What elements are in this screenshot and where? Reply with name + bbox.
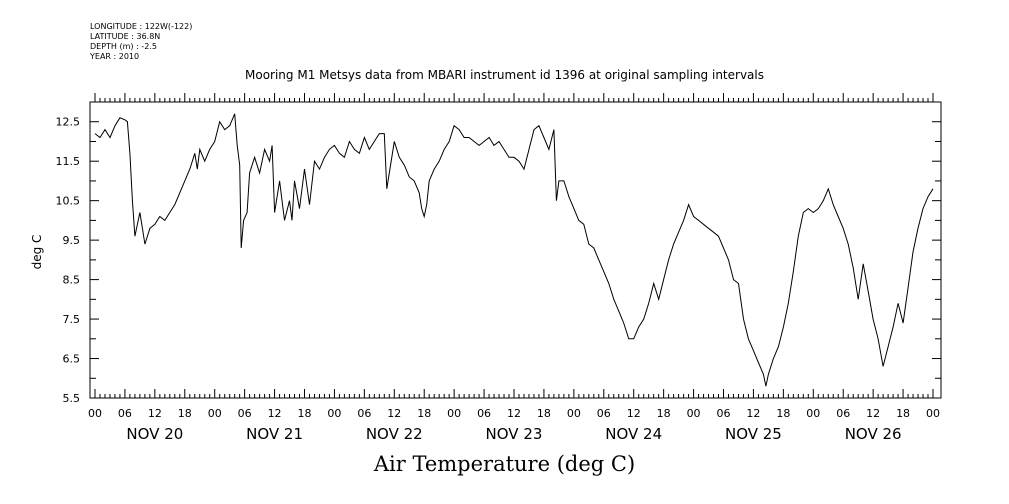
x-tick-label: 06 (477, 407, 491, 420)
x-tick-label: 00 (327, 407, 341, 420)
x-tick-label: 06 (717, 407, 731, 420)
x-tick-label: 12 (148, 407, 162, 420)
x-tick-label: 12 (627, 407, 641, 420)
chart-title: Mooring M1 Metsys data from MBARI instru… (245, 68, 764, 82)
year-label: YEAR : 2010 (90, 52, 140, 61)
x-tick-label: 06 (357, 407, 371, 420)
mooring-metadata: LONGITUDE : 122W(-122) LATITUDE : 36.8N … (90, 22, 192, 62)
x-tick-label: 18 (298, 407, 312, 420)
x-tick-label: 12 (387, 407, 401, 420)
x-tick-label: 00 (687, 407, 701, 420)
x-tick-label: 18 (417, 407, 431, 420)
series-line (94, 113, 934, 387)
x-tick-label: 06 (836, 407, 850, 420)
x-tick-label: 06 (238, 407, 252, 420)
depth-label: DEPTH (m) : -2.5 (90, 42, 157, 51)
y-axis-label: deg C (30, 235, 44, 270)
y-tick-label: 10.5 (56, 195, 81, 208)
x-tick-label: 00 (806, 407, 820, 420)
latitude-label: LATITUDE : 36.8N (90, 32, 161, 41)
y-tick-label: 11.5 (56, 155, 81, 168)
day-label: NOV 23 (486, 425, 543, 443)
x-tick-label: 12 (746, 407, 760, 420)
x-tick-label: 12 (866, 407, 880, 420)
y-tick-label: 9.5 (63, 234, 81, 247)
y-tick-label: 8.5 (63, 274, 81, 287)
axis-ticks: 00 06 12 18 00 06 12 18 00 06 12 18 00 06 12 18 00 06 12 18… (56, 93, 941, 443)
y-tick-label: 5.5 (63, 392, 81, 405)
x-tick-label: 00 (88, 407, 102, 420)
longitude-label: LONGITUDE : 122W(-122) (90, 22, 193, 31)
day-label: NOV 26 (845, 425, 902, 443)
x-tick-label: 12 (268, 407, 282, 420)
x-tick-label: 00 (567, 407, 581, 420)
day-label: NOV 20 (126, 425, 183, 443)
x-tick-label: 18 (896, 407, 910, 420)
y-tick-label: 12.5 (56, 116, 81, 129)
x-axis-label: Air Temperature (deg C) (373, 452, 636, 476)
plot-frame (89, 101, 942, 399)
day-label: NOV 24 (605, 425, 662, 443)
x-tick-label: 18 (537, 407, 551, 420)
x-tick-label: 00 (447, 407, 461, 420)
x-tick-label: 06 (118, 407, 132, 420)
x-tick-label: 00 (208, 407, 222, 420)
y-tick-label: 7.5 (63, 313, 81, 326)
day-label: NOV 21 (246, 425, 303, 443)
x-tick-label: 18 (657, 407, 671, 420)
day-label: NOV 25 (725, 425, 782, 443)
x-tick-label: 06 (597, 407, 611, 420)
day-label: NOV 22 (366, 425, 423, 443)
x-tick-label: 12 (507, 407, 521, 420)
x-tick-label: 18 (776, 407, 790, 420)
x-tick-label: 18 (178, 407, 192, 420)
x-tick-label: 00 (926, 407, 940, 420)
y-tick-label: 6.5 (63, 353, 81, 366)
